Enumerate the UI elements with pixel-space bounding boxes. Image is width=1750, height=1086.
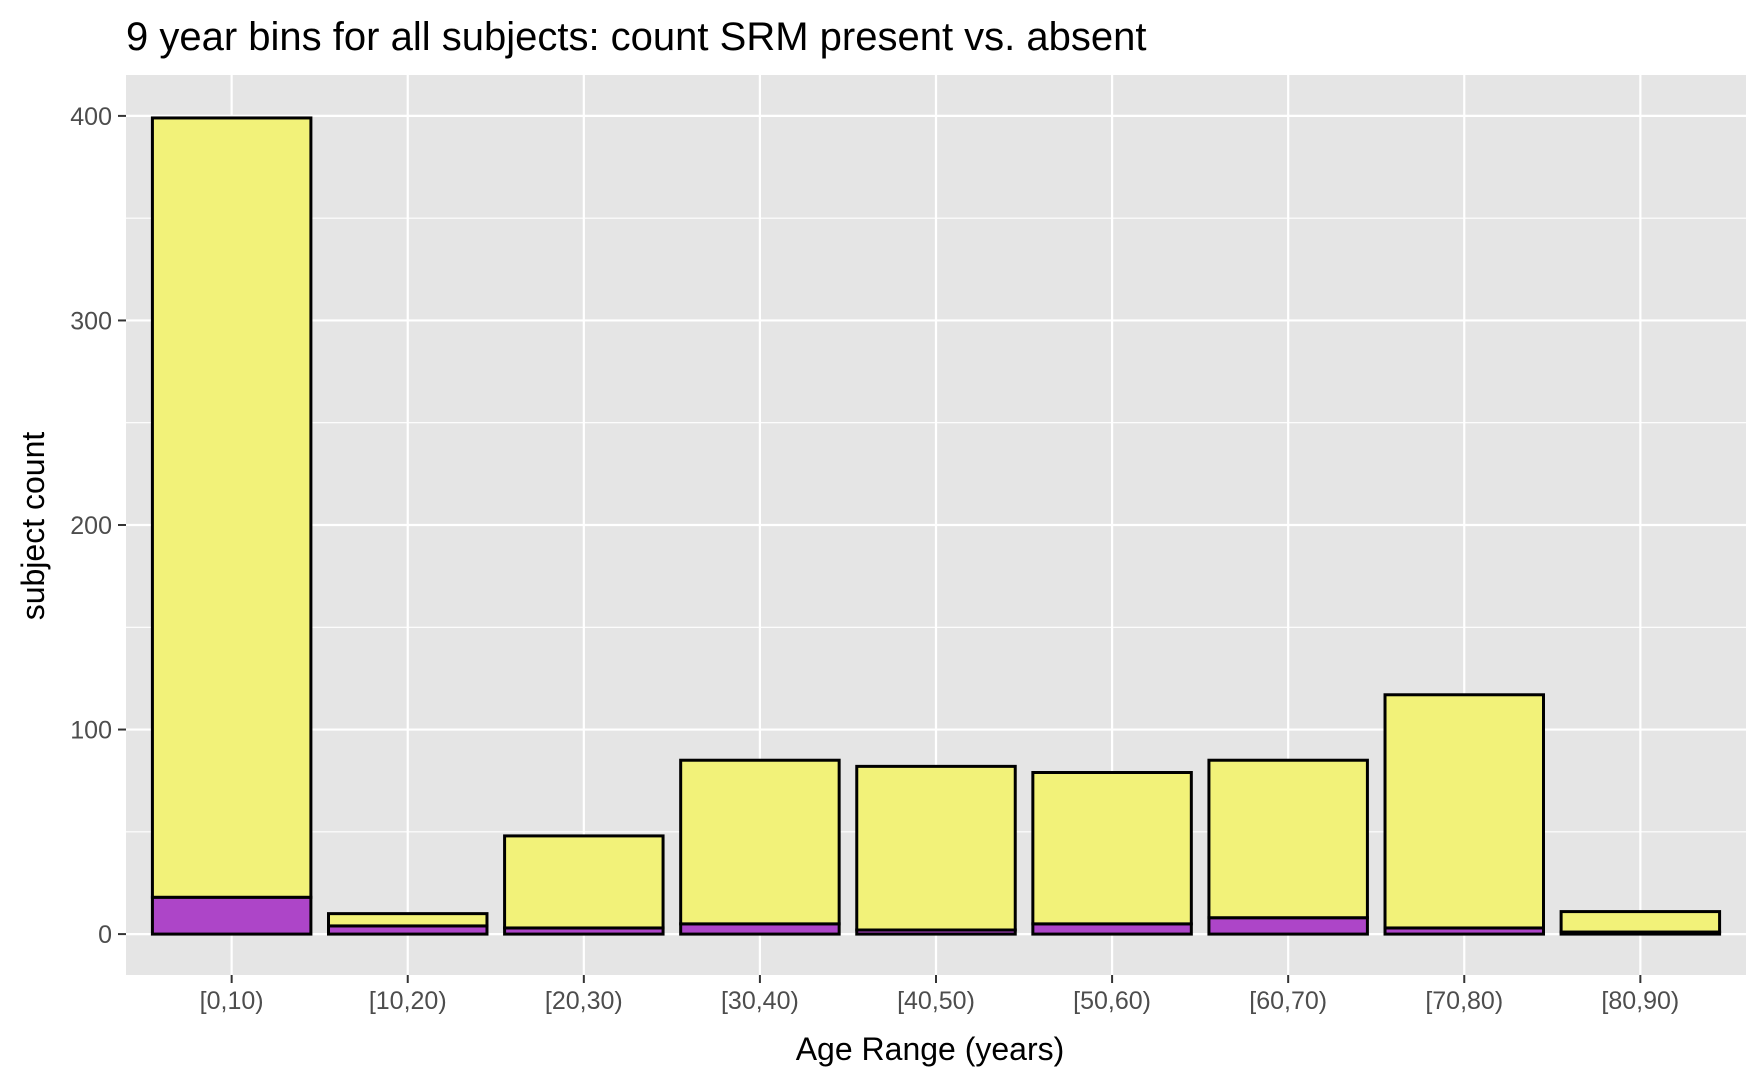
y-tick-label: 300 <box>70 307 112 335</box>
x-tick-label: [80,90) <box>1601 987 1679 1015</box>
y-tick-label: 100 <box>70 717 112 745</box>
x-tick-label: [0,10) <box>200 987 264 1015</box>
bar-segment-purple <box>1207 916 1369 936</box>
x-tick-label: [50,60) <box>1073 987 1151 1015</box>
y-tick-label: 400 <box>70 103 112 131</box>
x-tick-label: [30,40) <box>721 987 799 1015</box>
x-tick-label: [40,50) <box>897 987 975 1015</box>
y-tick-label: 200 <box>70 512 112 540</box>
bars <box>150 116 1722 936</box>
bar-segment-yellow <box>1383 693 1545 930</box>
x-tick-label: [60,70) <box>1249 987 1327 1015</box>
bar-segment-yellow <box>327 912 489 928</box>
x-tick-label: [70,80) <box>1425 987 1503 1015</box>
axes: 0 100 200 300 400 [0,10) [10,20) [20,30) [30,40)… <box>70 103 1679 1015</box>
y-axis-title: subject count <box>15 432 51 621</box>
bar-segment-yellow <box>679 758 841 926</box>
bar-segment-yellow <box>1031 771 1193 926</box>
bar-segment-yellow <box>150 116 313 899</box>
bar-segment-yellow <box>1207 758 1369 920</box>
bar-segment-purple <box>679 922 841 936</box>
bar-segment-purple <box>150 895 313 936</box>
y-tick-label: 0 <box>98 921 112 949</box>
x-axis-title: Age Range (years) <box>796 1031 1065 1067</box>
bar-segment-yellow <box>503 834 665 930</box>
chart-title: 9 year bins for all subjects: count SRM … <box>126 15 1147 59</box>
bar-segment-purple <box>1031 922 1193 936</box>
bar-segment-yellow <box>855 764 1017 932</box>
x-tick-label: [10,20) <box>369 987 447 1015</box>
bar-segment-yellow <box>1559 910 1722 934</box>
x-tick-label: [20,30) <box>545 987 623 1015</box>
